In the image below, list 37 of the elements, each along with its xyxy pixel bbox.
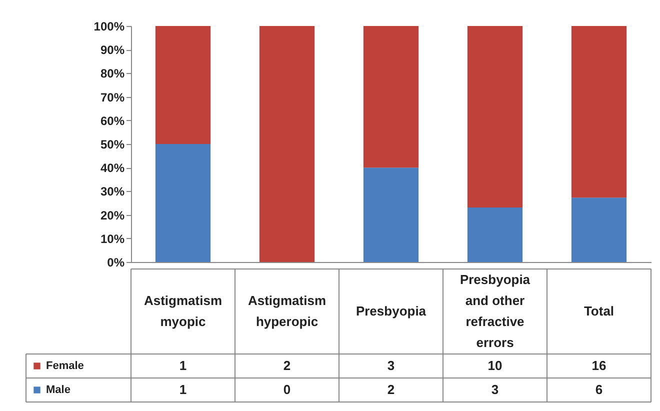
text: 1 (179, 382, 187, 397)
bar (571, 198, 627, 262)
legend-label: Male (46, 384, 70, 396)
y-tick-label: 70% (100, 90, 125, 104)
text: 1 (179, 358, 187, 373)
bar (259, 26, 315, 262)
y-tick-label: 20% (100, 208, 125, 222)
bar (571, 26, 627, 198)
bar (155, 144, 211, 262)
x-tick-label: Astigmatism hyperopic (248, 293, 326, 329)
text: 2 (283, 358, 291, 373)
y-tick-label: 90% (100, 43, 125, 58)
bar (467, 26, 523, 208)
y-tick-label: 50% (100, 138, 125, 152)
x-tick-label: Astigmatism myopic (144, 293, 222, 329)
bar (155, 26, 211, 144)
bar (363, 26, 419, 168)
text: 2 (387, 382, 395, 397)
y-tick-label: 10% (100, 232, 125, 246)
y-tick-label: 30% (100, 184, 125, 199)
y-tick-label: 60% (100, 114, 125, 128)
y-tick-label: 40% (100, 161, 125, 176)
x-tick-label: Total (584, 304, 614, 318)
y-tick-label: 80% (100, 66, 125, 81)
text: 6 (595, 382, 603, 397)
bar (363, 168, 419, 262)
bar (467, 207, 523, 262)
y-tick-label: 100% (94, 20, 125, 34)
x-tick-label: Presbyopia and other refractive errors (460, 272, 531, 350)
text: 3 (491, 382, 499, 397)
legend-label: Female (46, 360, 84, 372)
text: 0 (283, 382, 291, 397)
text: 10 (488, 358, 502, 373)
y-tick-label: 0% (107, 256, 125, 270)
x-tick-label: Presbyopia (356, 304, 427, 318)
text: 16 (592, 358, 606, 373)
text: 3 (387, 358, 395, 373)
